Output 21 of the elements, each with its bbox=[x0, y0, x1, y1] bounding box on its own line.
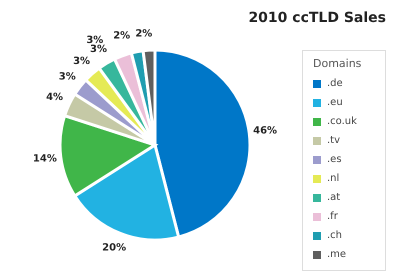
chart-title: 2010 ccTLD Sales bbox=[248, 10, 386, 26]
legend-label: .de bbox=[327, 78, 343, 89]
legend-label: .fr bbox=[327, 211, 338, 222]
legend-label: .me bbox=[327, 249, 346, 260]
legend-label: .at bbox=[327, 192, 340, 203]
data-label: 4% bbox=[46, 92, 64, 104]
data-label: 3% bbox=[58, 71, 76, 82]
data-label: 20% bbox=[102, 242, 126, 254]
data-label: 3% bbox=[90, 44, 107, 55]
legend-label: .ch bbox=[327, 230, 342, 241]
data-label: 2% bbox=[113, 30, 130, 42]
legend-title: Domains bbox=[313, 57, 362, 70]
data-label: 3% bbox=[73, 56, 90, 68]
legend-label: .eu bbox=[327, 97, 343, 108]
data-label: 14% bbox=[32, 153, 57, 164]
legend-label: .nl bbox=[327, 173, 340, 184]
data-label: 2% bbox=[135, 28, 152, 40]
legend-label: .es bbox=[327, 154, 342, 165]
legend-label: .tv bbox=[327, 135, 340, 146]
data-label: 46% bbox=[253, 126, 278, 137]
legend-label: .co.uk bbox=[327, 116, 357, 127]
